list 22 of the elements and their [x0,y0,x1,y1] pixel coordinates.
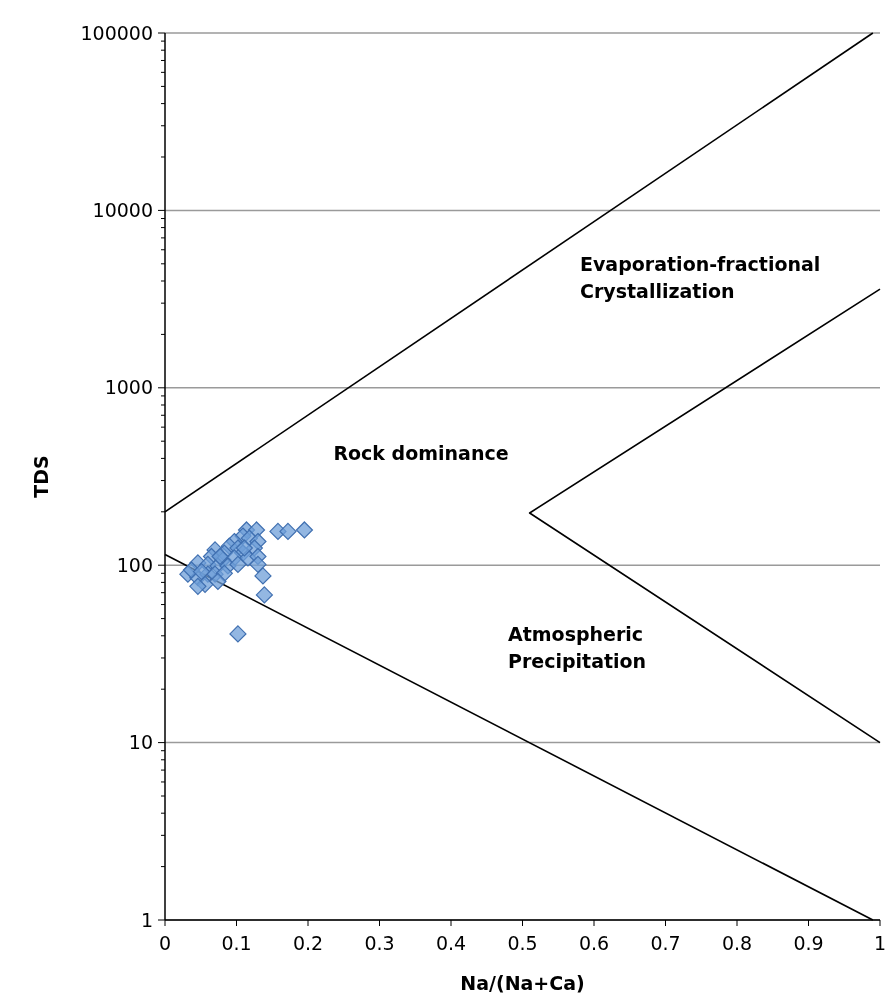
y-tick-label: 10000 [92,199,153,222]
annotation: Rock dominance [333,441,509,464]
x-tick-label: 0.7 [650,932,681,954]
x-tick-label: 0.1 [221,932,252,954]
x-tick-label: 0.6 [578,932,610,954]
y-axis-title: TDS [30,455,52,498]
x-tick-label: 0.2 [292,932,324,954]
y-tick-label: 100 [116,553,153,576]
annotation: Evaporation-fractional Crystallization [580,252,821,303]
x-tick-label: 0.8 [721,932,753,954]
x-tick-label: 0 [158,932,172,954]
x-tick-label: 0.9 [793,932,824,954]
y-tick-label: 1 [140,908,153,931]
x-tick-label: 0.4 [435,932,467,954]
x-tick-label: 1 [873,932,885,954]
x-tick-label: 0.3 [364,932,395,954]
annotation: Atmospheric Precipitation [508,622,647,673]
x-axis-title: Na/(Na+Ca) [460,972,585,994]
x-tick-label: 0.5 [507,932,538,954]
y-tick-label: 1000 [104,376,153,399]
y-tick-label: 100000 [80,21,153,44]
y-tick-label: 10 [128,731,153,754]
